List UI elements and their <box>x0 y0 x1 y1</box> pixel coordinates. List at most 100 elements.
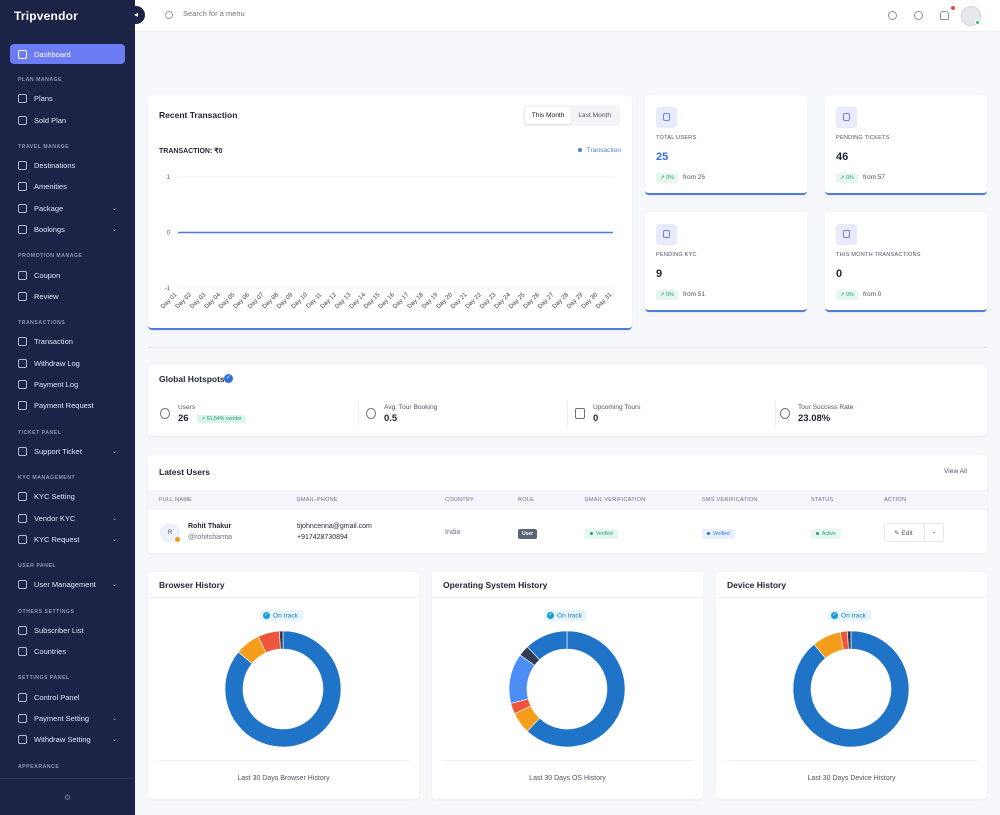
settings-icon[interactable] <box>914 11 923 20</box>
sidebar-item-subscriber-list[interactable]: Subscriber List <box>0 620 135 641</box>
stat-change-badge: ↗ 0% <box>656 173 678 183</box>
sidebar-item-label: Payment Log <box>34 380 79 390</box>
sidebar-item-sold-plan[interactable]: Sold Plan <box>0 109 135 130</box>
bell-icon[interactable] <box>940 11 949 20</box>
stat-change-badge: ↗ 0% <box>836 173 858 183</box>
receipt-icon <box>18 115 27 125</box>
hotspot-label: Users <box>178 404 196 411</box>
chevron-down-icon: ⌄ <box>111 205 117 212</box>
chevron-down-icon: ⌄ <box>111 582 117 589</box>
chevron-down-icon[interactable]: ⌄ <box>924 523 944 542</box>
home-icon <box>18 49 27 59</box>
sidebar-item-label: Vendor KYC <box>34 513 76 523</box>
user-name[interactable]: Rohit Thakur <box>188 523 232 530</box>
sidebar-item-label: KYC Setting <box>34 492 75 502</box>
sidebar-item-payment-request[interactable]: Payment Request <box>0 395 135 416</box>
stat-card-pending-kyc[interactable]: PENDING KYC 9 ↗ 0% from 51 <box>645 212 807 312</box>
sidebar-item-label: Transaction <box>34 337 73 347</box>
sidebar-item-support-ticket[interactable]: Support Ticket ⌄ <box>0 441 135 462</box>
donut-slice <box>526 630 568 661</box>
search-input[interactable] <box>183 9 383 18</box>
sidebar-item-coupon[interactable]: Coupon <box>0 264 135 285</box>
globe-icon[interactable] <box>888 11 897 20</box>
sidebar-item-withdraw-log[interactable]: Withdraw Log <box>0 353 135 374</box>
card-title: Recent Transaction <box>159 110 238 120</box>
recent-transaction-card: Recent Transaction This Month Last Month… <box>148 95 632 330</box>
sidebar-item-transaction[interactable]: Transaction <box>0 331 135 352</box>
hotspot-value: 23.08% <box>798 413 831 424</box>
sidebar-item-plans[interactable]: Plans <box>0 88 135 109</box>
sidebar-item-amenities[interactable]: Amenities <box>0 176 135 197</box>
sidebar-item-label: Destinations <box>34 160 76 170</box>
user-email: tijohncenna@gmail.com <box>297 523 372 530</box>
sidebar-item-label: Subscriber List <box>34 625 84 635</box>
sidebar-item-countries[interactable]: Countries <box>0 641 135 662</box>
sidebar-item-label: Withdraw Log <box>34 358 80 368</box>
edit-button[interactable]: ✎ Edit <box>884 523 925 542</box>
stat-from: from 51 <box>683 291 706 298</box>
avatar-status-dot <box>175 537 180 542</box>
sidebar-item-kyc-request[interactable]: KYC Request ⌄ <box>0 529 135 550</box>
stat-from: from 0 <box>863 291 882 298</box>
column-header: ROLE <box>518 497 535 503</box>
settings-icon <box>18 692 27 702</box>
collapse-left-icon[interactable]: ◂ <box>127 6 145 24</box>
sidebar-item-control-panel[interactable]: Control Panel <box>0 686 135 707</box>
chevron-down-icon: ⌄ <box>111 448 117 455</box>
sidebar-item-destinations[interactable]: Destinations <box>0 155 135 176</box>
sidebar-item-label: Dashboard <box>34 49 71 59</box>
check-icon: ✓ <box>547 612 554 619</box>
user-handle: @rohitsharma <box>188 534 233 541</box>
stat-value: 25 <box>656 151 669 163</box>
sidebar-item-payment-setting[interactable]: Payment Setting ⌄ <box>0 708 135 729</box>
vendor-share: 61.54% vendor <box>206 416 242 422</box>
stat-card-total-users[interactable]: TOTAL USERS 25 ↗ 0% from 25 <box>645 95 807 195</box>
card-footer: Last 30 Days Device History <box>726 760 977 782</box>
app-logo[interactable]: Tripvendor <box>14 9 79 23</box>
card-title: Latest Users <box>159 467 211 477</box>
sidebar-item-kyc-setting[interactable]: KYC Setting <box>0 486 135 507</box>
sidebar-item-dashboard[interactable]: Dashboard <box>10 44 125 64</box>
stat-card-pending-tickets[interactable]: PENDING TICKETS 46 ↗ 0% from 57 <box>825 95 987 195</box>
clock-icon <box>366 408 376 419</box>
sidebar: Tripvendor ◂ Dashboard PLAN MANAGE Plans So… <box>0 0 145 815</box>
sidebar-item-user-management[interactable]: User Management ⌄ <box>0 574 135 595</box>
send-icon <box>18 337 27 347</box>
sidebar-item-label: KYC Request <box>34 535 80 545</box>
latest-users-card: Latest Users View All FULL NAME EMAIL-PH… <box>148 455 987 553</box>
gear-icon[interactable]: ⚙ <box>0 778 135 815</box>
sidebar-item-label: Sold Plan <box>34 115 67 125</box>
tab-this-month[interactable]: This Month <box>524 107 572 124</box>
tab-last-month[interactable]: Last Month <box>578 112 611 119</box>
stat-card-month-transactions[interactable]: THIS MONTH TRANSACTIONS 0 ↗ 0% from 0 <box>825 212 987 312</box>
sidebar-item-label: User Management <box>34 580 96 590</box>
sidebar-item-package[interactable]: Package ⌄ <box>0 198 135 219</box>
hotspot-avg-booking: Avg. Tour Booking 0.5 <box>354 404 554 430</box>
view-all-link[interactable]: View All <box>944 468 967 475</box>
sidebar-nav: Dashboard PLAN MANAGE Plans Sold Plan TRAVEL… <box>0 44 135 775</box>
legend-dot <box>577 148 582 153</box>
sidebar-section-label: PROMOTION MANAGE <box>18 253 83 260</box>
transaction-total: TRANSACTION: ₹0 <box>159 148 223 155</box>
on-track-badge: ✓ On track <box>260 610 303 622</box>
sidebar-item-vendor-kyc[interactable]: Vendor KYC ⌄ <box>0 507 135 528</box>
donut-slice <box>279 630 284 650</box>
verified-check-icon: ✓ <box>224 374 233 383</box>
user-phone: +917428730894 <box>297 534 348 541</box>
card-title: Global Hotspots <box>159 374 225 384</box>
stat-label: THIS MONTH TRANSACTIONS <box>836 252 921 258</box>
hotspot-label: Avg. Tour Booking <box>384 404 438 411</box>
on-track-badge: ✓ On track <box>544 610 587 622</box>
box-icon <box>18 94 27 104</box>
sidebar-item-withdraw-setting[interactable]: Withdraw Setting ⌄ <box>0 729 135 750</box>
sidebar-item-payment-log[interactable]: Payment Log <box>0 374 135 395</box>
online-status-dot <box>975 20 980 25</box>
sidebar-item-bookings[interactable]: Bookings ⌄ <box>0 219 135 240</box>
check-icon: ✓ <box>831 612 838 619</box>
sidebar-item-review[interactable]: Review <box>0 286 135 307</box>
card-footer: Last 30 Days Browser History <box>158 760 409 782</box>
chevron-down-icon: ⌄ <box>111 515 117 522</box>
donut-slice <box>224 630 342 748</box>
chart-legend[interactable]: Transaction <box>577 147 621 154</box>
